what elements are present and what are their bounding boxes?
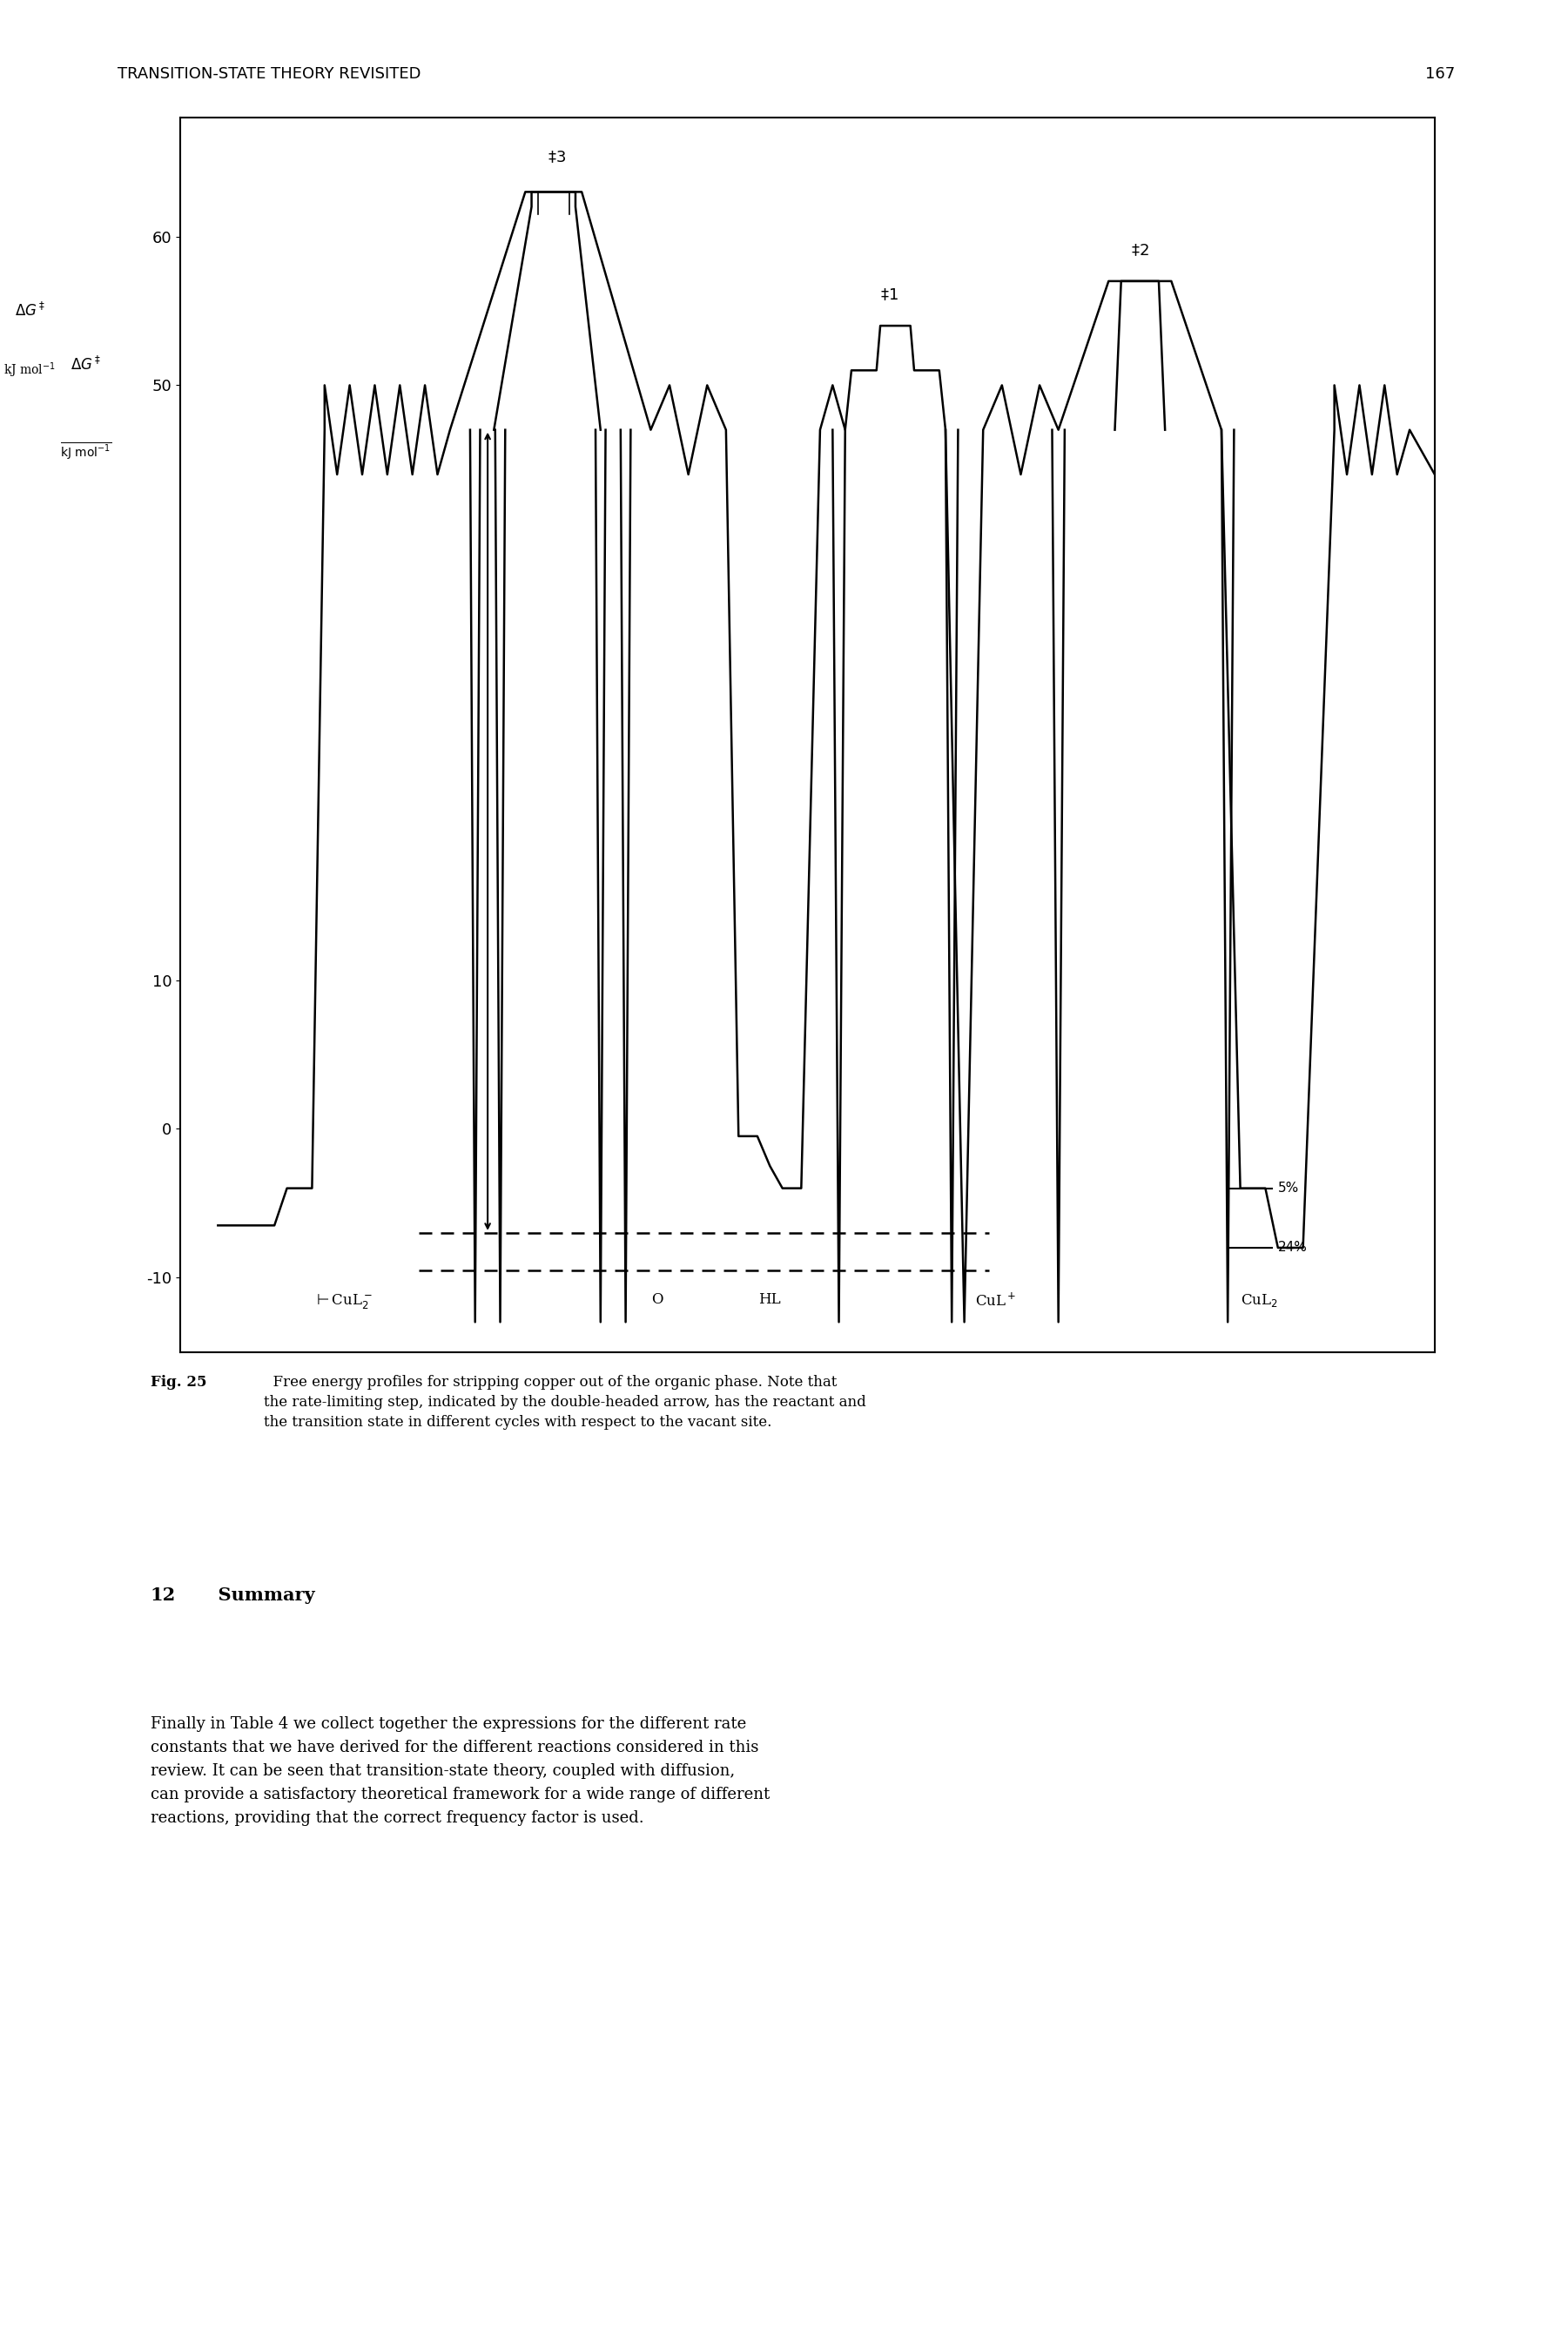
- Text: Finally in Table 4 we collect together the expressions for the different rate
co: Finally in Table 4 we collect together t…: [151, 1716, 770, 1827]
- Text: 5%: 5%: [1278, 1183, 1298, 1194]
- Text: 167: 167: [1425, 66, 1455, 82]
- Text: Summary: Summary: [205, 1587, 315, 1603]
- Text: Fig. 25: Fig. 25: [151, 1375, 207, 1389]
- Text: 12: 12: [151, 1587, 176, 1603]
- Text: HL: HL: [759, 1293, 781, 1307]
- Text: $\Delta G^\ddagger$: $\Delta G^\ddagger$: [71, 355, 102, 374]
- Text: $\ddagger$1: $\ddagger$1: [880, 287, 898, 303]
- Text: $\ddagger$3: $\ddagger$3: [547, 150, 566, 165]
- Text: CuL$^+$: CuL$^+$: [975, 1293, 1016, 1310]
- Text: CuL$_2$: CuL$_2$: [1240, 1293, 1278, 1310]
- Text: $\Delta G^\ddagger$: $\Delta G^\ddagger$: [14, 303, 45, 320]
- Text: $\vdash$CuL$_2^-$: $\vdash$CuL$_2^-$: [314, 1293, 373, 1310]
- Text: $\ddagger$2: $\ddagger$2: [1131, 242, 1149, 259]
- Text: Free energy profiles for stripping copper out of the organic phase. Note that
th: Free energy profiles for stripping coppe…: [263, 1375, 866, 1429]
- Text: kJ mol$^{-1}$: kJ mol$^{-1}$: [3, 362, 56, 381]
- Text: 24%: 24%: [1278, 1241, 1308, 1255]
- Text: TRANSITION-STATE THEORY REVISITED: TRANSITION-STATE THEORY REVISITED: [118, 66, 422, 82]
- Text: O: O: [651, 1293, 663, 1307]
- Text: $\overline{\mathregular{kJ\ mol}^{-1}}$: $\overline{\mathregular{kJ\ mol}^{-1}}$: [61, 440, 111, 461]
